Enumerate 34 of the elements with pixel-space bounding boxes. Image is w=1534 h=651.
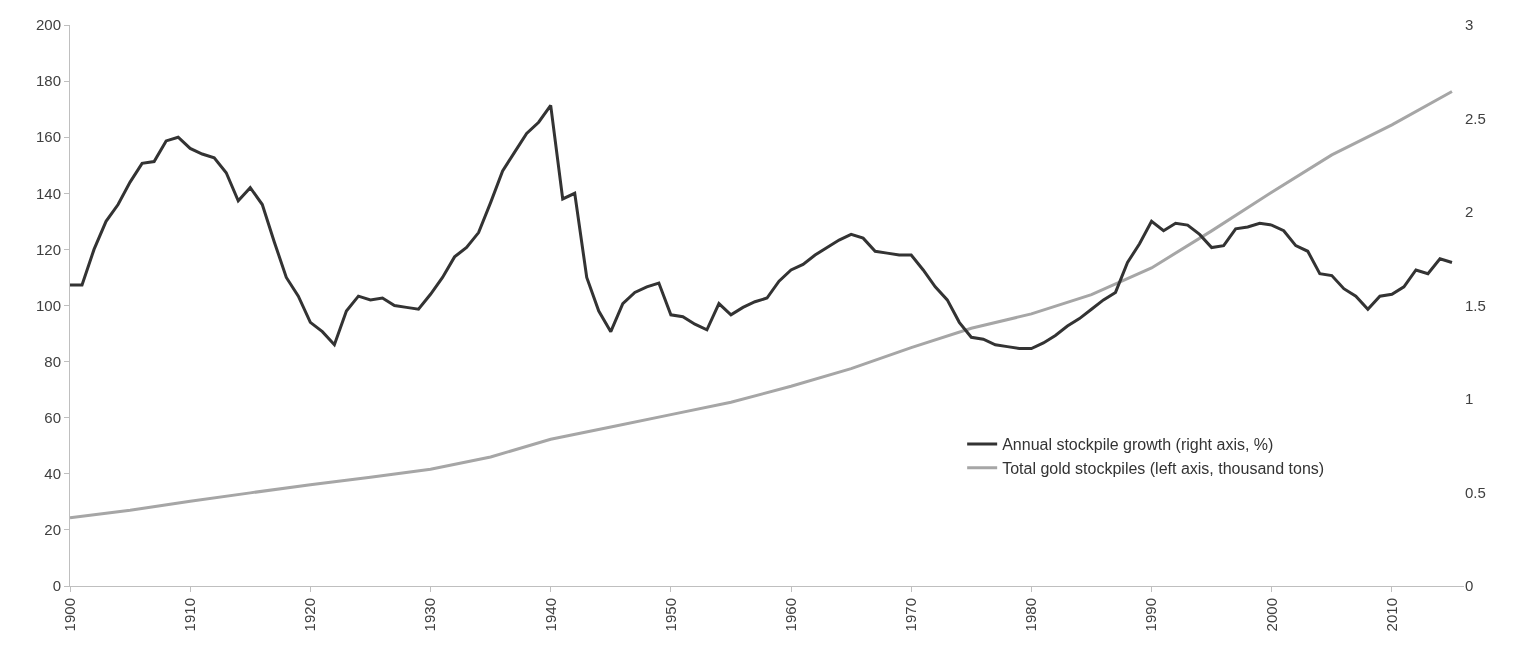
x-tick-label: 1950 [661, 598, 679, 632]
legend-label: Annual stockpile growth (right axis, %) [1002, 436, 1274, 454]
x-tick-label: 1910 [181, 598, 199, 632]
y2-tick-label: 0.5 [1465, 483, 1486, 501]
legend-label: Total gold stockpiles (left axis, thousand tons) [1002, 459, 1325, 477]
y-tick-label: 200 [35, 16, 61, 34]
x-tick-label: 2010 [1382, 598, 1400, 632]
x-tick-label: 1940 [541, 598, 559, 632]
x-tick-label: 1930 [421, 598, 439, 632]
y-tick-label: 160 [35, 128, 61, 146]
y2-tick-label: 2 [1465, 203, 1474, 221]
y-tick-label: 120 [35, 240, 61, 258]
y2-tick-label: 0 [1465, 577, 1474, 595]
y2-tick-label: 2.5 [1465, 109, 1486, 127]
y-tick-label: 80 [44, 352, 61, 370]
x-tick-label: 2000 [1262, 598, 1280, 632]
y2-tick-label: 1.5 [1465, 296, 1486, 314]
y-tick-label: 60 [44, 408, 61, 426]
line-series [70, 103, 1454, 351]
line-series [70, 89, 1454, 520]
x-tick-label: 1900 [60, 598, 78, 632]
y2-tick-label: 1 [1465, 390, 1474, 408]
x-tick-label: 1980 [1022, 598, 1040, 632]
x-tick-label: 1970 [902, 598, 920, 632]
y-tick-label: 140 [35, 184, 61, 202]
x-tick-label: 1920 [301, 598, 319, 632]
y-tick-label: 20 [44, 521, 61, 539]
x-tick-label: 1960 [781, 598, 799, 632]
y-tick-label: 100 [35, 296, 61, 314]
y-tick-label: 0 [52, 577, 61, 595]
y2-tick-label: 3 [1465, 16, 1474, 34]
x-tick-label: 1990 [1142, 598, 1160, 632]
y-tick-label: 180 [35, 72, 61, 90]
y-tick-label: 40 [44, 465, 61, 483]
